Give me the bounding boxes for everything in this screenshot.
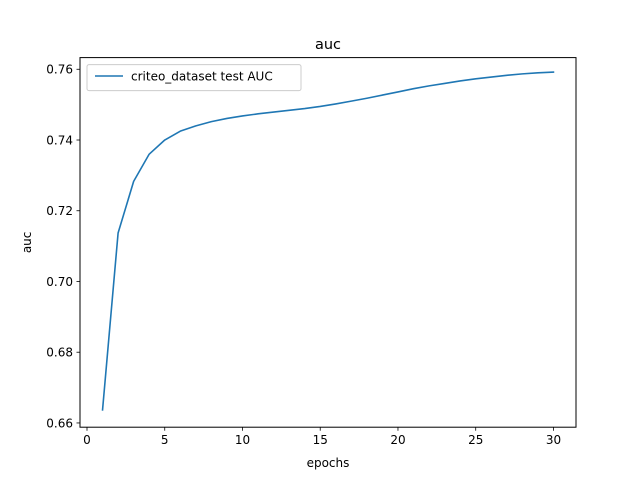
x-tick-label: 20	[390, 433, 405, 447]
y-tick-label: 0.74	[46, 133, 73, 147]
plot-frame	[79, 57, 577, 428]
y-tick-label: 0.76	[46, 63, 73, 77]
x-tick-label: 0	[83, 433, 91, 447]
legend-label: criteo_dataset test AUC	[131, 70, 273, 84]
axis-ticks: 0 5 10 15 20 25 30 0.66 0.68 0.70 0.72 0.74 0.76	[46, 63, 561, 448]
y-axis-label: auc	[20, 232, 34, 254]
y-tick-label: 0.70	[46, 275, 73, 289]
series-layer	[101, 71, 555, 411]
legend-box	[86, 64, 302, 92]
y-tick-label: 0.72	[46, 204, 73, 218]
x-tick-label: 15	[313, 433, 328, 447]
x-tick-label: 30	[546, 433, 561, 447]
x-tick-label: 25	[468, 433, 483, 447]
y-tick-label: 0.66	[46, 416, 73, 430]
x-tick-label: 10	[235, 433, 250, 447]
x-axis-label: epochs	[307, 456, 350, 470]
chart-title: auc	[315, 37, 341, 53]
legend: criteo_dataset test AUC	[86, 64, 302, 92]
series-line	[101, 71, 555, 411]
y-tick-label: 0.68	[46, 346, 73, 360]
x-tick-label: 5	[161, 433, 169, 447]
